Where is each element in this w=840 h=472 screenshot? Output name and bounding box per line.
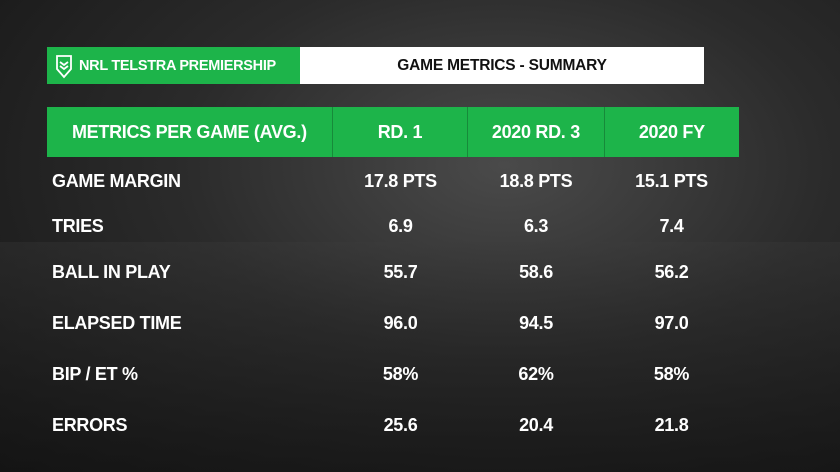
metric-label: ERRORS [52,414,128,435]
metric-value: 58.6 [519,261,553,282]
stadium-background [0,242,840,472]
nrl-shield-logo-icon [56,54,72,78]
metric-value: 6.9 [388,215,413,236]
banner: NRL TELSTRA PREMIERSHIP GAME METRICS - S… [47,47,704,84]
metric-label: GAME MARGIN [52,170,181,191]
brand-block: NRL TELSTRA PREMIERSHIP [47,47,300,84]
metric-value: 58% [382,363,419,384]
table-header: METRICS PER GAME (AVG.) RD. 1 2020 RD. 3… [47,107,739,157]
metric-value: 56.2 [654,261,689,282]
page-title: GAME METRICS - SUMMARY [300,47,704,84]
metric-value: 18.8 PTS [499,170,573,191]
column-header: 2020 FY [638,121,705,142]
table-row: TRIES 6.9 6.3 7.4 [47,206,739,246]
metric-value: 25.6 [383,414,418,435]
metric-label: ELAPSED TIME [52,312,182,333]
metric-value: 21.8 [654,414,689,435]
metric-value: 62% [518,363,554,384]
column-header: RD. 1 [333,107,469,157]
metric-label: TRIES [52,215,104,236]
metric-value: 7.4 [659,215,684,236]
column-header: METRICS PER GAME (AVG.) [47,107,333,157]
table-row: GAME MARGIN 17.8 PTS 18.8 PTS 15.1 PTS [47,161,739,201]
column-header: 2020 RD. 3 [468,107,605,157]
metric-value: 15.1 PTS [635,170,708,191]
table-row: ELAPSED TIME 96.0 94.5 97.0 [47,303,739,343]
metric-value: 96.0 [383,312,418,333]
metric-value: 20.4 [519,414,553,435]
metric-label: BIP / ET % [52,363,138,384]
table-row: BALL IN PLAY 55.7 58.6 56.2 [47,252,739,292]
metric-label: BALL IN PLAY [52,261,171,282]
brand-name: NRL TELSTRA PREMIERSHIP [79,57,276,74]
table-row: ERRORS 25.6 20.4 21.8 [47,405,739,445]
metric-value: 58% [653,363,690,384]
metric-value: 17.8 PTS [364,170,437,191]
metric-value: 94.5 [519,312,553,333]
metric-value: 6.3 [523,215,549,236]
metric-value: 55.7 [383,261,418,282]
table-row: BIP / ET % 58% 62% 58% [47,354,739,394]
metric-value: 97.0 [654,312,689,333]
